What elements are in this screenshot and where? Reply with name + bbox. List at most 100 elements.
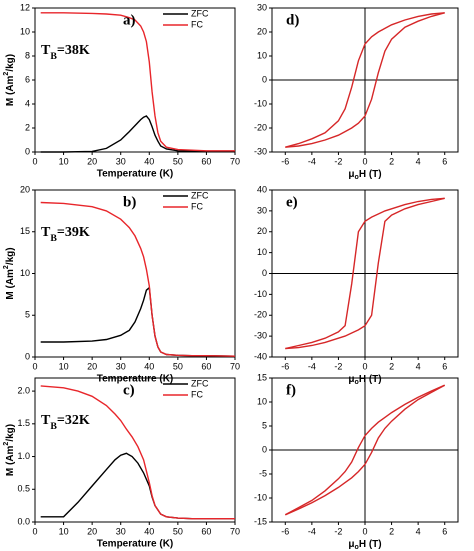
y-tick-label: 20 [257,226,267,236]
x-tick-label: 50 [173,361,183,371]
y-tick-label: -15 [254,516,267,526]
panel-label: e) [286,194,298,210]
legend-label: ZFC [191,378,209,388]
legend-label: ZFC [191,8,209,18]
text-part: =39K [57,225,90,240]
x-tick-label: 4 [416,361,421,371]
series-line [40,452,235,520]
x-tick-label: 50 [173,156,183,166]
x-tick-label: 30 [116,156,126,166]
y-tick-label: 0 [25,146,30,156]
x-tick-label: -2 [334,361,342,371]
series-line [285,197,445,350]
y-tick-label: 10 [257,247,267,257]
y-tick-label: 0 [262,444,267,454]
text-part: T [41,43,51,58]
panel-label: f) [286,382,296,398]
y-tick-label: 30 [257,2,267,12]
text-part: M (Am [5,445,16,476]
plot-frame [34,7,236,153]
y-tick-label: 0 [262,268,267,278]
text-part: /kg) [5,247,16,265]
annotation: TB=38K [41,43,90,62]
y-tick-label: 0.5 [17,484,30,494]
text-part: 2 [3,265,10,269]
text-part: T [41,413,51,428]
y-tick-label: 15 [257,372,267,382]
annotation: TB=32K [41,413,90,432]
series-line [40,12,235,152]
text-part: /kg) [5,424,16,442]
y-tick-label: 2 [25,122,30,132]
y-tick-label: 10 [257,396,267,406]
y-tick-label: 10 [257,50,267,60]
y-tick-label: 4 [25,98,30,108]
legend-label: FC [191,389,203,399]
x-tick-label: -6 [281,361,289,371]
x-tick-label: 2 [389,156,394,166]
text-part: μ [348,539,354,550]
x-tick-label: 60 [201,361,211,371]
x-tick-label: 60 [201,156,211,166]
y-tick-label: 1.5 [17,418,30,428]
series-line [40,115,235,153]
text-part: M (Am [5,269,16,300]
x-tick-label: 70 [230,361,240,371]
x-tick-label: 20 [87,156,97,166]
x-tick-label: -4 [308,361,316,371]
x-axis-label: Temperature (K) [97,169,174,180]
x-tick-label: 70 [230,526,240,536]
x-axis-label: μoH (T) [348,374,381,387]
panel-label: a) [123,12,136,28]
x-tick-label: 0 [32,526,37,536]
y-tick-label: 2.0 [17,385,30,395]
x-tick-label: 10 [59,361,69,371]
x-tick-label: 6 [442,156,447,166]
y-tick-label: 30 [257,205,267,215]
series-line [285,12,445,148]
text-part: =32K [57,413,90,428]
panel-label: b) [123,194,136,210]
y-tick-label: 20 [257,26,267,36]
x-tick-label: -6 [281,156,289,166]
x-tick-label: 0 [32,361,37,371]
x-tick-label: 4 [416,526,421,536]
series-line [285,12,445,148]
x-tick-label: -6 [281,526,289,536]
x-tick-label: -4 [308,156,316,166]
legend-label: ZFC [191,190,209,200]
x-tick-label: 20 [87,526,97,536]
legend-label: FC [191,201,203,211]
x-tick-label: 70 [230,156,240,166]
y-tick-label: -20 [254,122,267,132]
text-part: /kg) [5,54,16,72]
plot-frame [34,377,236,523]
y-tick-label: 15 [20,226,30,236]
x-tick-label: 6 [442,526,447,536]
x-tick-label: 30 [116,361,126,371]
y-tick-label: 12 [20,2,30,12]
series-line [40,385,235,520]
x-tick-label: -4 [308,526,316,536]
x-tick-label: 4 [416,156,421,166]
y-tick-label: -10 [254,98,267,108]
text-part: μ [348,169,354,180]
y-tick-label: 0 [262,74,267,84]
legend-label: FC [191,19,203,29]
plot-frame [34,189,236,358]
x-tick-label: 50 [173,526,183,536]
text-part: 2 [3,442,10,446]
series-line [285,384,446,516]
x-tick-label: 0 [362,361,367,371]
y-tick-label: 5 [25,310,30,320]
x-axis-label: Temperature (K) [97,374,174,385]
y-tick-label: -10 [254,289,267,299]
x-tick-label: 0 [32,156,37,166]
y-tick-label: -5 [259,468,267,478]
x-tick-label: 10 [59,526,69,536]
series-line [284,384,445,516]
y-tick-label: -20 [254,310,267,320]
x-tick-label: 40 [144,526,154,536]
panel-label: c) [123,382,135,398]
